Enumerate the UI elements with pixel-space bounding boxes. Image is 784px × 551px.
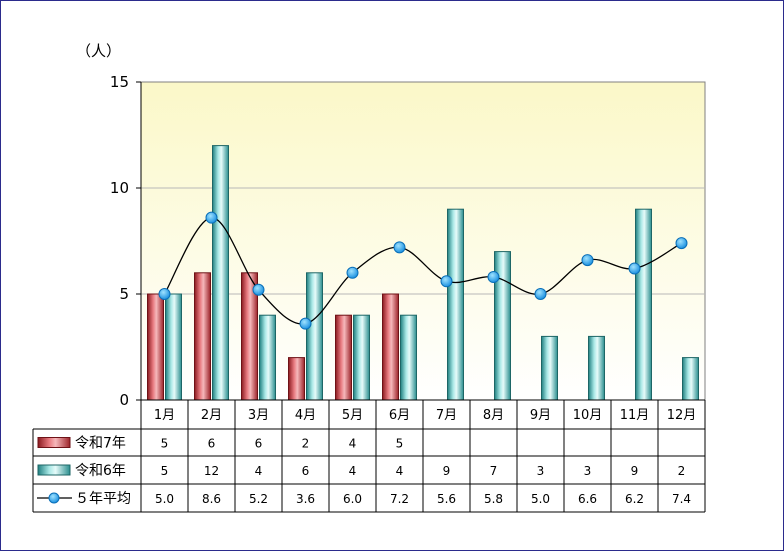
average-point: [252, 283, 265, 296]
gridlines: [141, 187, 705, 295]
table-cell-value: 4: [255, 464, 263, 478]
table-cell-value: 7: [490, 464, 498, 478]
table-cell-value: 5.6: [437, 492, 456, 506]
legend-label: ５年平均: [75, 491, 131, 507]
table-cell-value: 6.6: [578, 492, 597, 506]
y-unit-label: （人）: [76, 42, 121, 60]
x-category-label: 1月: [154, 408, 175, 423]
legend-key-r7: [37, 437, 71, 448]
average-point: [158, 288, 171, 300]
bars: [147, 145, 699, 401]
bar-r6: [165, 293, 182, 401]
legend-key-dot: [48, 492, 60, 504]
table-cell-value: 5.2: [249, 492, 268, 506]
bar-r6: [353, 314, 370, 401]
y-tick-label: 10: [110, 179, 129, 197]
y-tick-label: 5: [119, 285, 129, 303]
x-category-label: 5月: [342, 408, 363, 423]
average-point: [440, 275, 453, 288]
average-line: [158, 211, 688, 330]
average-point: [487, 271, 500, 284]
table-cell-value: 5.0: [155, 492, 174, 506]
x-category-label: 2月: [201, 408, 222, 423]
table-cell-value: 5: [161, 437, 169, 451]
table-cell-value: 5: [161, 464, 169, 478]
bar-r6: [635, 208, 652, 401]
bar-r6: [259, 314, 276, 401]
average-point: [675, 237, 688, 250]
average-point: [346, 266, 359, 279]
x-category-label: 12月: [667, 408, 697, 423]
x-category-label: 8月: [483, 408, 504, 423]
average-point: [534, 288, 547, 300]
table-cell-value: 3: [584, 464, 592, 478]
x-category-label: 6月: [389, 408, 410, 423]
table-cell-value: 9: [443, 464, 451, 478]
bar-r6: [400, 314, 417, 401]
table-cell-value: 5: [396, 437, 404, 451]
legend-label: 令和7年: [75, 436, 126, 452]
bar-r7: [382, 293, 399, 401]
y-axis: 0 5 10 15: [110, 73, 142, 409]
plot-area: [140, 81, 706, 401]
legend-label: 令和6年: [75, 463, 126, 479]
y-tick-label: 0: [119, 391, 129, 409]
table-cell-value: 9: [631, 464, 639, 478]
x-category-label: 3月: [248, 408, 269, 423]
bar-r6: [306, 272, 323, 401]
table-cell-value: 2: [678, 464, 686, 478]
bar-r7: [147, 293, 164, 401]
average-point: [628, 262, 641, 275]
table-cell-value: 6: [208, 437, 216, 451]
table-cell-value: 3: [537, 464, 545, 478]
bar-r6: [212, 145, 229, 401]
y-tick-label: 15: [110, 73, 129, 91]
bar-r7: [288, 357, 305, 401]
table-cell-value: 4: [349, 437, 357, 451]
average-point: [299, 317, 312, 330]
average-point: [581, 254, 594, 267]
table-cell-value: 5.0: [531, 492, 550, 506]
table-cell-value: 12: [204, 464, 219, 478]
bar-r6: [588, 335, 605, 401]
x-category-label: 11月: [620, 408, 650, 423]
table-cell-value: 7.2: [390, 492, 409, 506]
table-cell-value: 6.2: [625, 492, 644, 506]
x-category-label: 7月: [436, 408, 457, 423]
average-point: [393, 241, 406, 254]
table-cell-value: 6: [255, 437, 263, 451]
average-point: [205, 211, 218, 224]
table-cell-value: 5.8: [484, 492, 503, 506]
x-category-label: 9月: [530, 408, 551, 423]
bar-r6: [541, 335, 558, 401]
table-cell-value: 4: [349, 464, 357, 478]
bar-r6: [447, 208, 464, 401]
table-cell-value: 3.6: [296, 492, 315, 506]
table-cell-value: 6.0: [343, 492, 362, 506]
x-category-label: 4月: [295, 408, 316, 423]
table-cell-value: 2: [302, 437, 310, 451]
table-cell-value: 6: [302, 464, 310, 478]
bar-r7: [335, 314, 352, 401]
bar-r7: [194, 272, 211, 401]
legend-key-r6: [37, 464, 71, 476]
bar-r6: [682, 357, 699, 401]
table-cell-value: 4: [396, 464, 404, 478]
table-cell-value: 7.4: [672, 492, 691, 506]
x-category-label: 10月: [573, 408, 603, 423]
table-cell-value: 8.6: [202, 492, 221, 506]
